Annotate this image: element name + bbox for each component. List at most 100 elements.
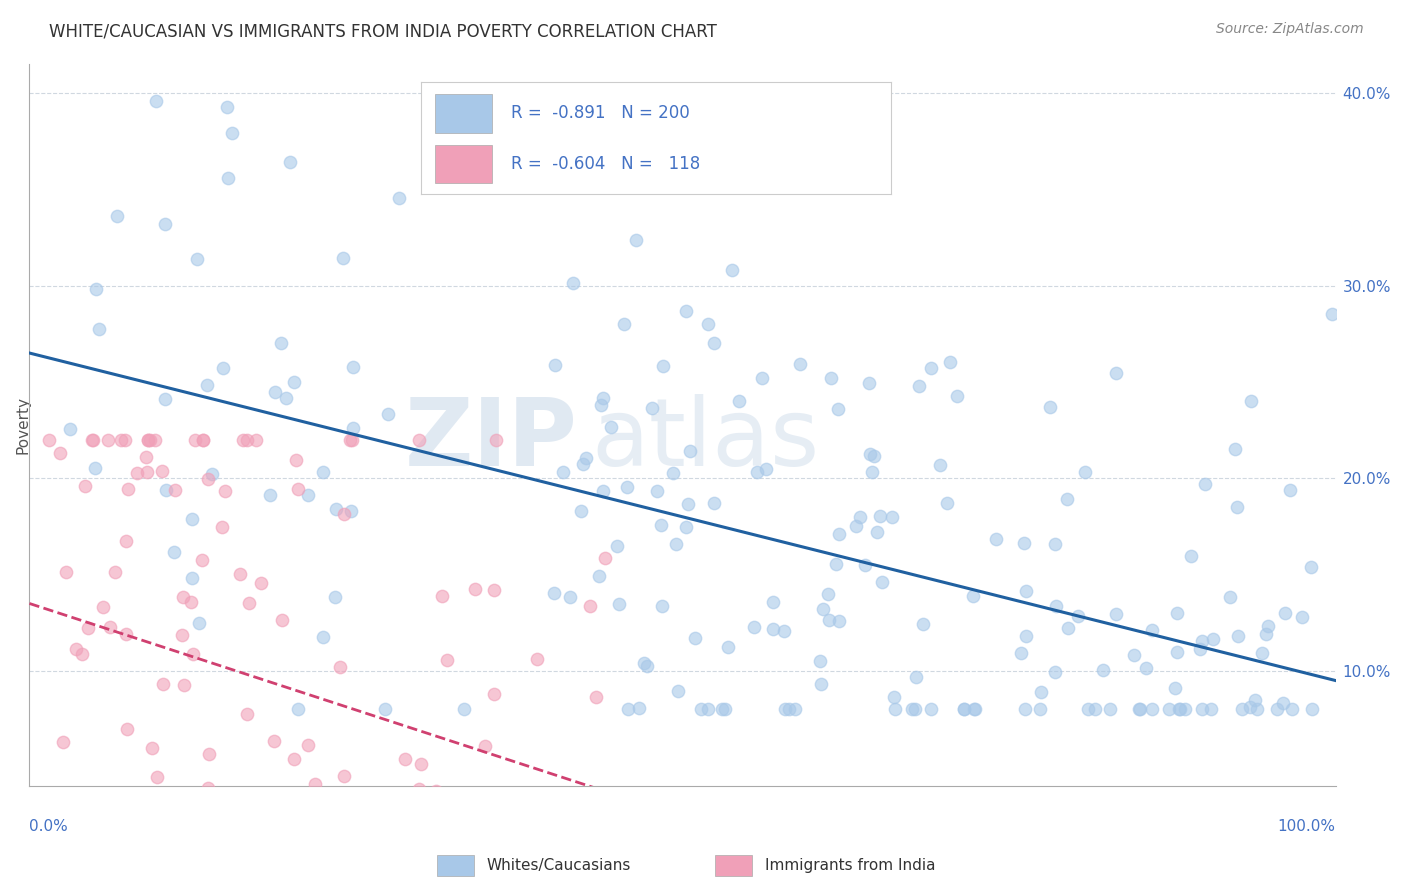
Point [745, 465, 768, 479]
Text: Immigrants from India: Immigrants from India [765, 858, 935, 872]
Point [676, 497, 699, 511]
Point [141, 741, 163, 756]
Point [276, 818, 298, 832]
Point [1015, 629, 1038, 643]
Point [1015, 584, 1038, 599]
Point [742, 620, 765, 634]
Point [1056, 621, 1078, 635]
Point [869, 509, 891, 524]
Point [136, 433, 159, 447]
Point [297, 738, 319, 752]
Point [180, 512, 202, 526]
Point [697, 702, 720, 716]
Point [146, 770, 169, 784]
Point [276, 391, 298, 405]
Point [1099, 702, 1122, 716]
Point [574, 451, 596, 466]
Point [377, 407, 399, 421]
Point [394, 752, 416, 766]
Point [100, 818, 122, 832]
Text: Source: ZipAtlas.com: Source: ZipAtlas.com [1216, 22, 1364, 37]
Text: 0.0%: 0.0% [30, 819, 69, 834]
Point [1043, 665, 1066, 680]
Point [143, 433, 166, 447]
Point [188, 616, 211, 631]
Point [284, 453, 307, 467]
Point [180, 570, 202, 584]
Point [287, 702, 309, 716]
Point [197, 781, 219, 796]
Point [117, 482, 139, 496]
Point [1230, 702, 1253, 716]
Point [283, 752, 305, 766]
Point [180, 595, 202, 609]
Point [263, 385, 285, 400]
Point [1128, 702, 1150, 716]
Point [425, 784, 447, 798]
Point [675, 304, 697, 318]
Point [624, 233, 647, 247]
Point [1135, 661, 1157, 675]
Point [163, 545, 186, 559]
Point [312, 465, 335, 479]
Point [675, 520, 697, 534]
Point [849, 510, 872, 524]
Point [1166, 606, 1188, 620]
Point [579, 599, 602, 614]
Point [263, 734, 285, 748]
Point [82, 433, 104, 447]
Point [120, 818, 142, 832]
Point [808, 654, 831, 668]
Point [1140, 623, 1163, 637]
Point [553, 465, 575, 479]
Point [484, 583, 506, 598]
Point [883, 690, 905, 705]
Point [155, 483, 177, 497]
Point [569, 818, 592, 832]
Point [184, 433, 207, 447]
Point [866, 524, 889, 539]
Point [562, 276, 585, 290]
Point [1174, 702, 1197, 716]
Point [1226, 500, 1249, 514]
Point [946, 389, 969, 403]
Point [114, 47, 136, 62]
Point [217, 100, 239, 114]
Point [84, 282, 107, 296]
Point [696, 317, 718, 331]
Point [665, 537, 688, 551]
Point [84, 460, 107, 475]
Point [1180, 549, 1202, 563]
Point [342, 421, 364, 435]
Point [1129, 702, 1152, 716]
Point [52, 735, 75, 749]
Point [1301, 702, 1323, 716]
Point [474, 739, 496, 753]
Point [778, 702, 800, 716]
FancyBboxPatch shape [716, 855, 752, 876]
Point [212, 360, 235, 375]
Point [115, 627, 138, 641]
Point [136, 465, 159, 479]
Point [1239, 700, 1261, 714]
Point [810, 677, 832, 691]
Point [1301, 560, 1323, 574]
Point [461, 818, 484, 832]
Point [908, 378, 931, 392]
Point [606, 539, 628, 553]
Point [690, 702, 713, 716]
Point [145, 95, 167, 109]
Point [526, 651, 548, 665]
Point [685, 631, 707, 645]
Point [105, 210, 128, 224]
Point [703, 335, 725, 350]
Point [343, 818, 366, 832]
Point [87, 322, 110, 336]
Point [325, 501, 347, 516]
Point [652, 359, 675, 373]
Point [544, 358, 567, 372]
Point [201, 467, 224, 481]
Point [323, 590, 346, 604]
Point [170, 628, 193, 642]
Point [38, 433, 60, 447]
